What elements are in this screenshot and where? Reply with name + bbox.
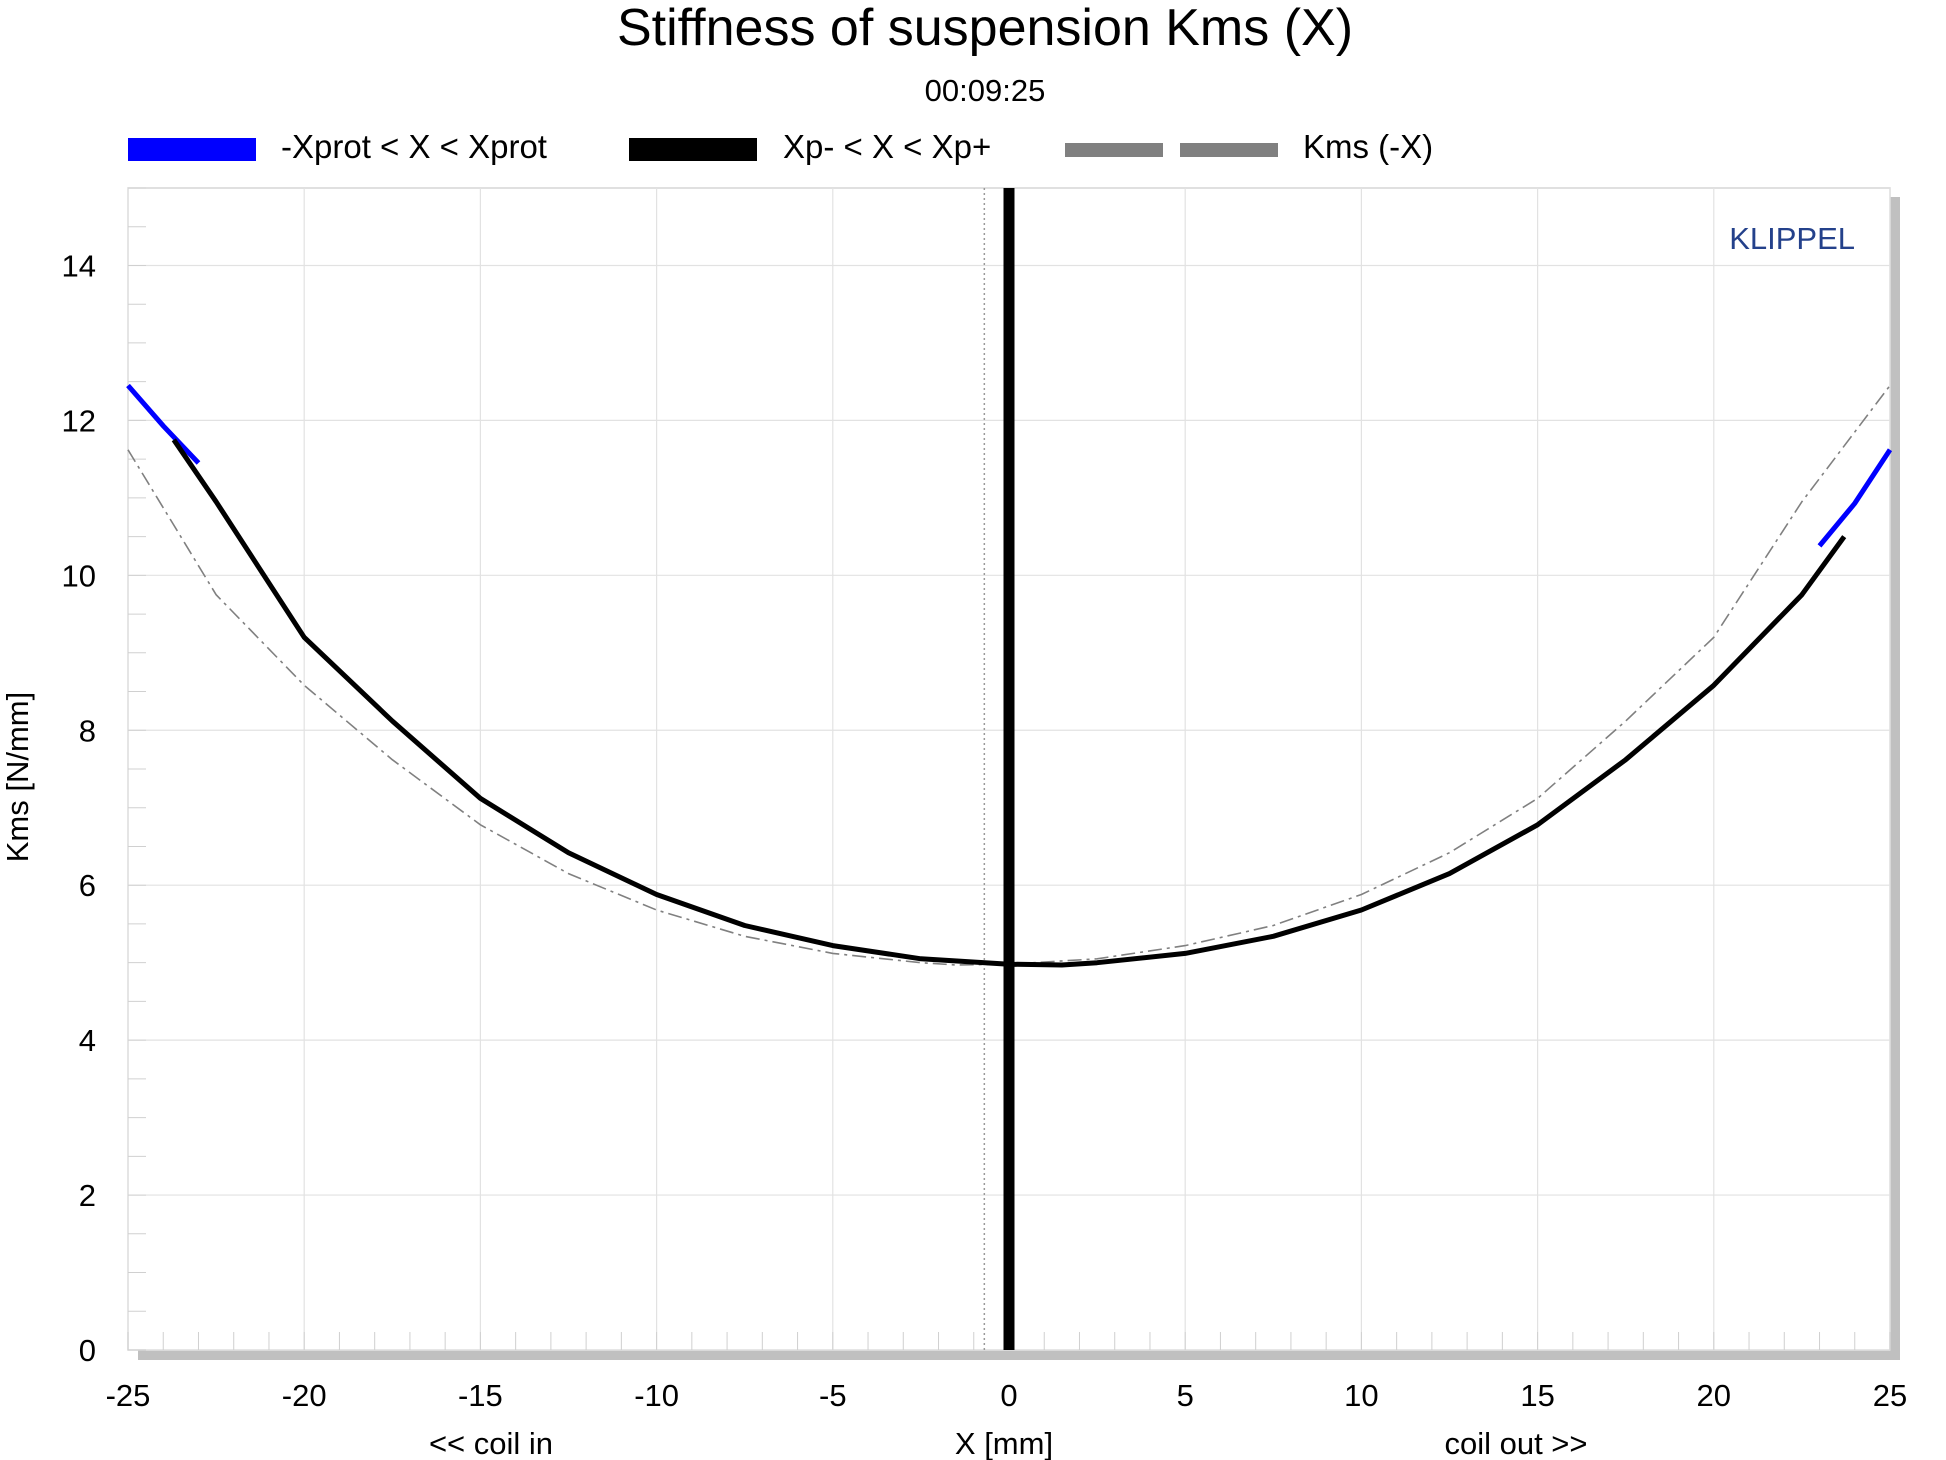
series-xprot-left <box>126 383 201 465</box>
x-tick-label: 15 <box>1520 1378 1554 1413</box>
frame-shadow-bottom <box>138 1350 1900 1360</box>
x-tick-label: -20 <box>282 1378 327 1413</box>
series-group <box>126 188 1893 1350</box>
frame-shadow-right <box>1890 197 1900 1359</box>
y-tick-label: 0 <box>79 1333 96 1368</box>
x-tick-label: 5 <box>1177 1378 1194 1413</box>
legend: -Xprot < X < Xprot Xp- < X < Xp+ Kms (-X… <box>128 128 1433 165</box>
x-tick-label: 0 <box>1000 1378 1017 1413</box>
legend-swatch-xp <box>629 138 757 161</box>
legend-swatch-mirror-a <box>1065 143 1163 157</box>
x-tick-label: 25 <box>1873 1378 1907 1413</box>
brand-label: KLIPPEL <box>1729 221 1855 256</box>
y-tick-label: 4 <box>79 1023 96 1058</box>
x-hint-left: << coil in <box>429 1426 553 1460</box>
x-axis-label: X [mm] <box>955 1426 1053 1460</box>
legend-swatch-xprot <box>128 138 256 161</box>
y-tick-label: 12 <box>62 403 96 438</box>
x-tick-label: -25 <box>106 1378 151 1413</box>
series-xprot-right <box>1817 448 1893 548</box>
y-tick-label: 2 <box>79 1178 96 1213</box>
chart-title: Stiffness of suspension Kms (X) <box>617 0 1353 57</box>
legend-swatch-mirror-b <box>1180 143 1278 157</box>
series-xp <box>171 438 1847 968</box>
x-tick-label: 20 <box>1697 1378 1731 1413</box>
x-tick-label: 10 <box>1344 1378 1378 1413</box>
chart-subtitle: 00:09:25 <box>925 73 1046 108</box>
x-hint-right: coil out >> <box>1444 1426 1587 1460</box>
y-axis-label: Kms [N/mm] <box>0 692 35 863</box>
y-tick-label: 6 <box>79 868 96 903</box>
y-tick-label: 8 <box>79 713 96 748</box>
y-tick-label: 10 <box>62 558 96 593</box>
legend-label-xprot: -Xprot < X < Xprot <box>281 128 547 165</box>
x-tick-label: -10 <box>634 1378 679 1413</box>
y-tick-label: 14 <box>62 248 96 283</box>
x-tick-label: -5 <box>819 1378 847 1413</box>
minor-ticks <box>127 187 1891 1351</box>
series-kms-mirror <box>127 385 1891 966</box>
x-tick-labels: -25 -20 -15 -10 -5 0 5 10 15 20 25 <box>106 1378 1908 1413</box>
legend-label-mirror: Kms (-X) <box>1303 128 1433 165</box>
y-tick-labels: 0 2 4 6 8 10 12 14 <box>62 248 96 1368</box>
legend-label-xp: Xp- < X < Xp+ <box>783 128 991 165</box>
x-tick-label: -15 <box>458 1378 503 1413</box>
